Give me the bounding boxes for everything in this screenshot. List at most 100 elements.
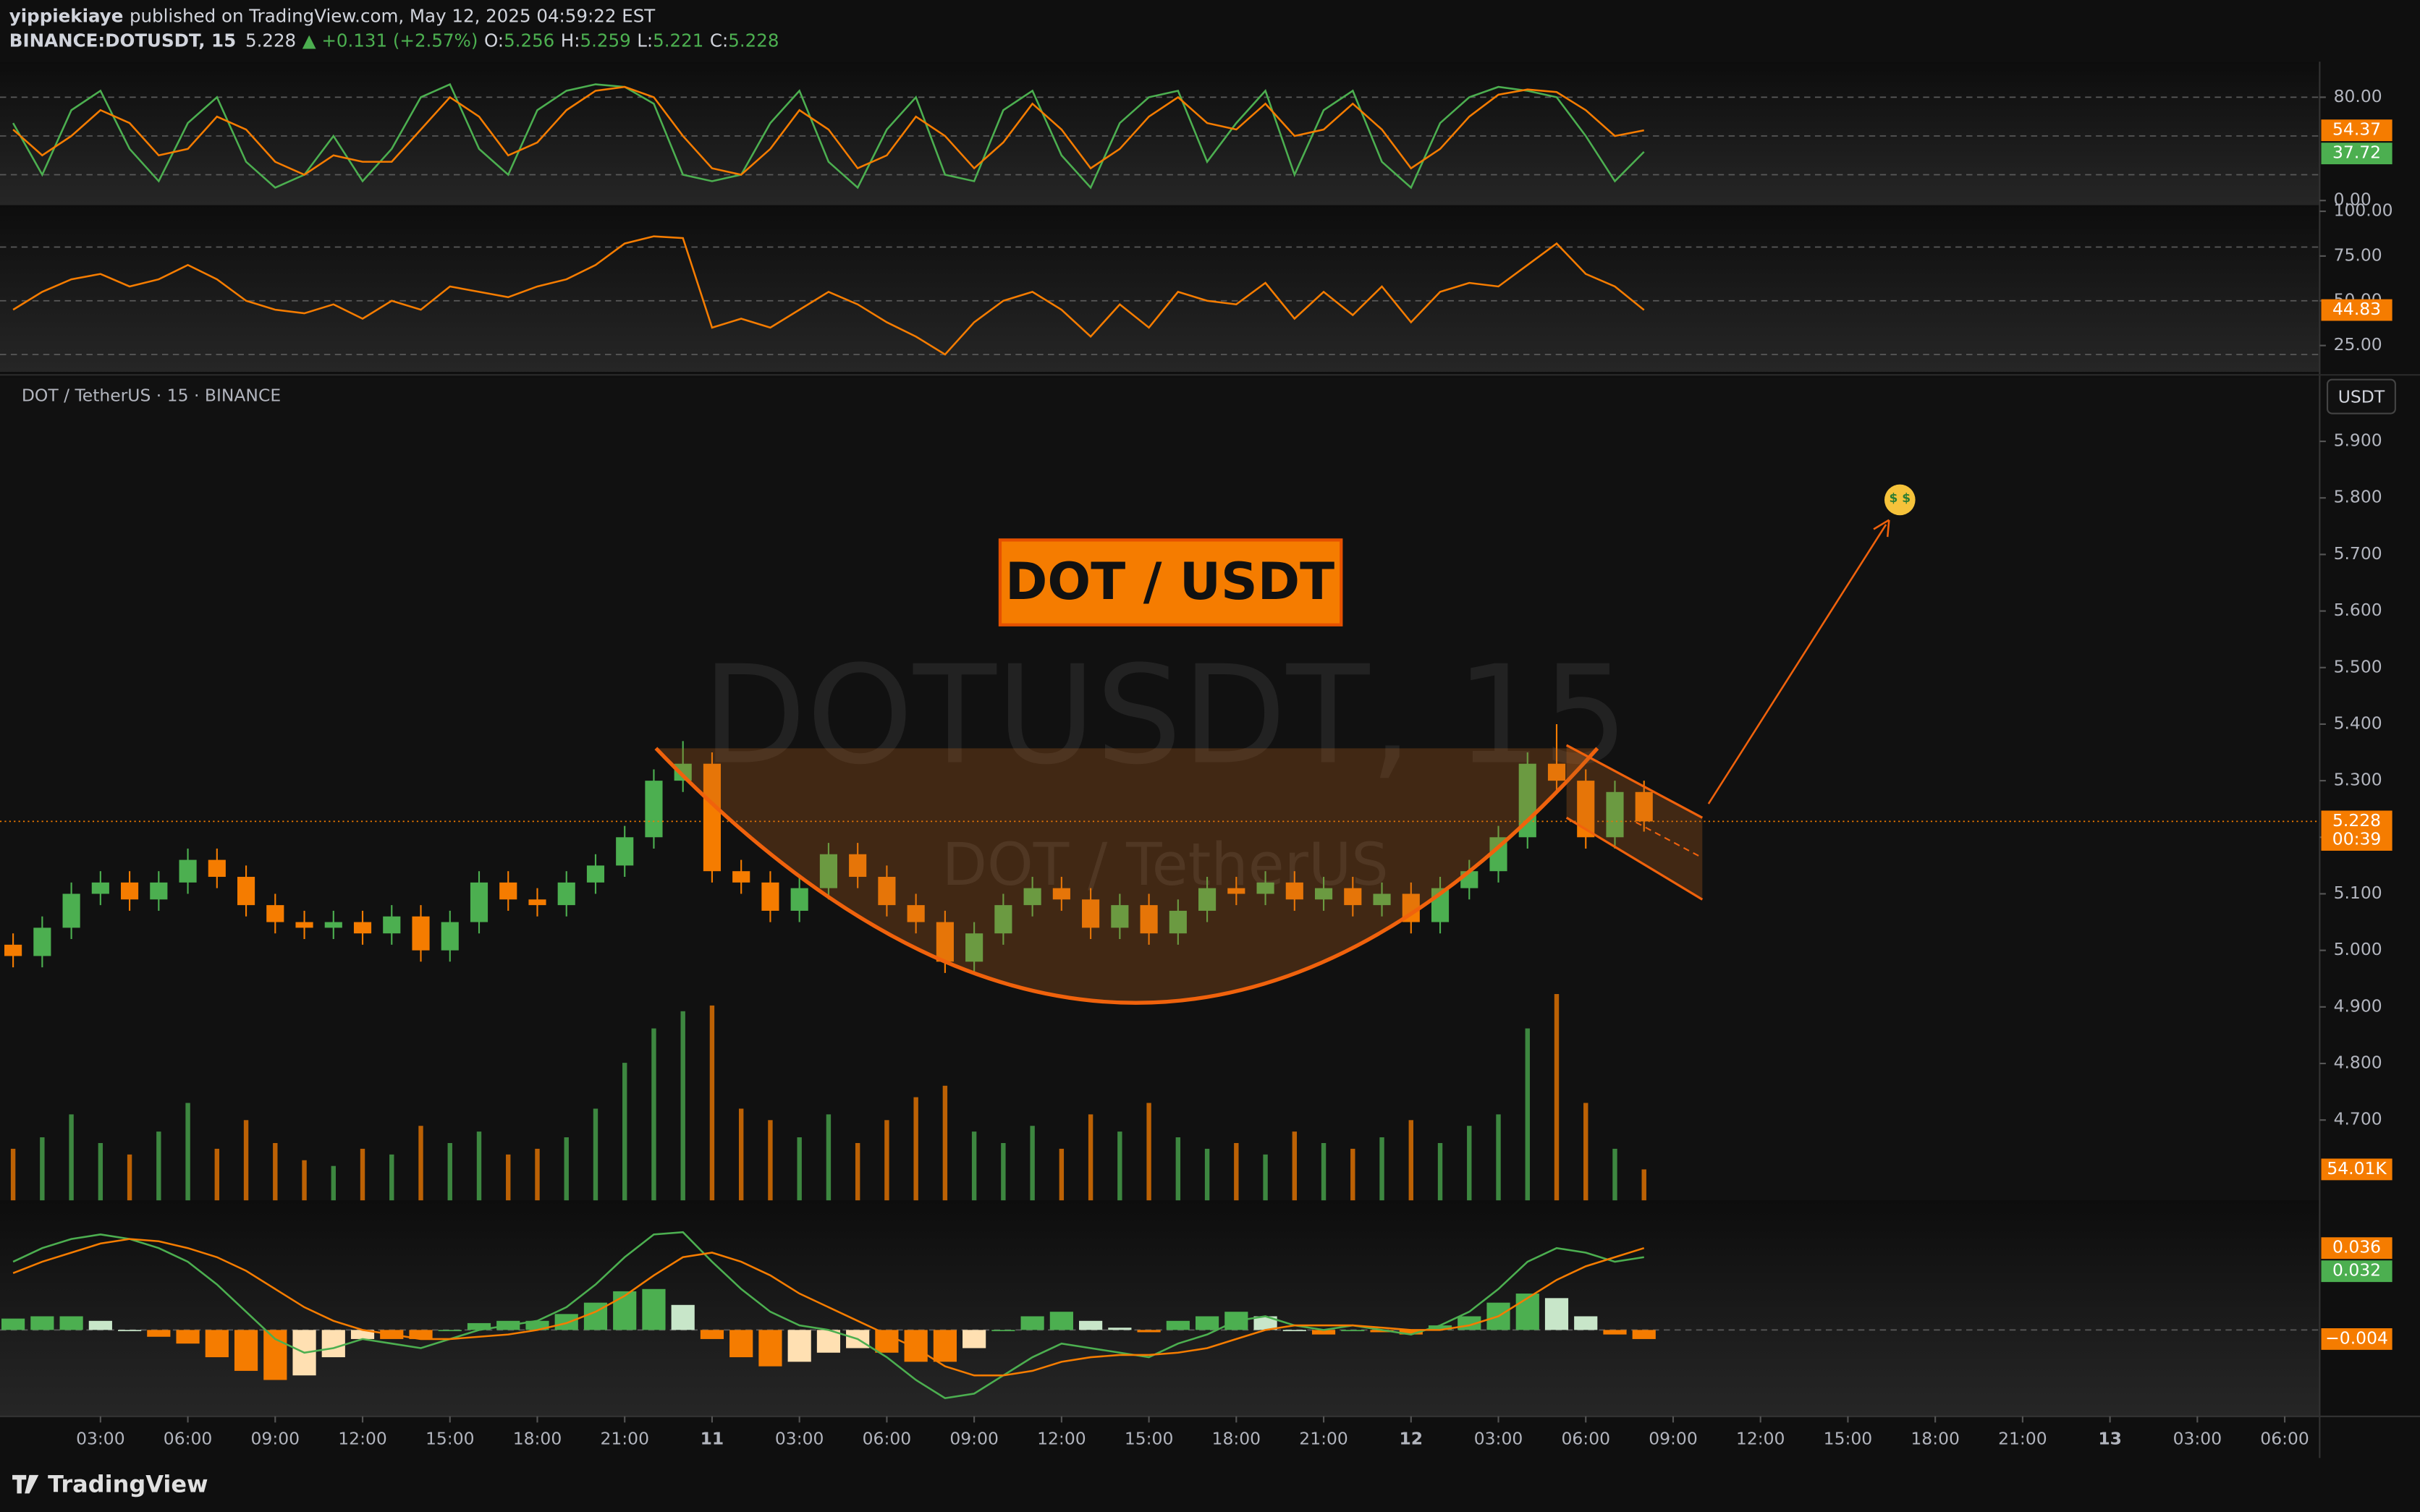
plot-area	[0, 82, 2320, 1399]
histogram-bar	[816, 1330, 841, 1353]
volume-bar	[1496, 1114, 1501, 1201]
histogram-bar	[321, 1330, 345, 1358]
ohlc-value: 5.228	[728, 30, 779, 51]
x-tick-label: 15:00	[1125, 1428, 1174, 1448]
histogram-bar	[1370, 1330, 1394, 1333]
unit-box	[2326, 378, 2396, 415]
candle-body	[965, 933, 983, 962]
publisher-line: yippiekiaye published on TradingView.com,…	[9, 5, 656, 26]
volume-bar	[1379, 1137, 1384, 1201]
x-tick-label: 06:00	[164, 1428, 213, 1448]
candle-body	[353, 922, 372, 934]
candle-body	[1373, 893, 1391, 906]
candle-body	[790, 888, 808, 911]
series-legend: DOT / TetherUS · 15 · BINANCE	[22, 386, 281, 406]
histogram-bar	[1020, 1316, 1044, 1330]
y-tick-label: 5.000	[2334, 939, 2382, 959]
published: published on TradingView.com, May 12, 20…	[130, 5, 656, 26]
ohlc-value: 5.221	[653, 30, 703, 51]
brand-logo	[12, 1474, 39, 1494]
x-tick-label: 06:00	[2260, 1428, 2309, 1448]
candle-body	[441, 922, 459, 951]
candle-body	[266, 905, 284, 922]
volume-tag	[2321, 1158, 2392, 1181]
y-tick-label: 5.800	[2334, 487, 2382, 507]
annotation-text: DOT / USDT	[1005, 552, 1334, 611]
candle-body	[1256, 882, 1274, 894]
histogram-bar	[263, 1330, 287, 1380]
volume-bar	[593, 1108, 598, 1201]
annotation-box	[998, 538, 1343, 627]
x-tick-label: 11	[701, 1428, 724, 1448]
candle-body	[1198, 888, 1217, 911]
histogram-bar	[554, 1314, 578, 1330]
symbol-line: BINANCE:DOTUSDT, 15 5.228 ▲ +0.131 (+2.57%…	[9, 30, 779, 51]
histogram-bar	[1253, 1316, 1277, 1330]
ohlc-value: 5.259	[580, 30, 631, 51]
candle-body	[1606, 791, 1624, 838]
x-tick-label: 21:00	[1299, 1428, 1348, 1448]
volume-bar	[1554, 994, 1560, 1201]
volume-bar	[331, 1165, 336, 1201]
x-tick-label: 15:00	[426, 1428, 475, 1448]
x-tick-label: 15:00	[1824, 1428, 1873, 1448]
histogram-bar	[613, 1291, 637, 1330]
volume-bar	[1350, 1148, 1355, 1201]
channel-top	[1565, 744, 1704, 819]
volume-bar	[69, 1114, 74, 1201]
candle-body	[878, 877, 896, 906]
volume-bar	[185, 1103, 190, 1201]
volume-bar	[1583, 1103, 1588, 1201]
candle-body	[586, 865, 605, 883]
y-tick-label: 5.500	[2334, 656, 2382, 676]
histogram-bar	[467, 1322, 491, 1330]
histogram-bar	[234, 1330, 258, 1371]
candle-body	[1577, 781, 1595, 838]
candle-body	[470, 882, 488, 922]
y-tick-label: 4.700	[2334, 1109, 2382, 1129]
value-tag	[2321, 1237, 2392, 1260]
histogram-bar	[1544, 1298, 1569, 1330]
volume-bar	[1612, 1148, 1617, 1201]
volume-bar	[1001, 1142, 1006, 1201]
histogram-bar	[962, 1330, 986, 1349]
y-tick-label: 5.100	[2334, 883, 2382, 903]
candle-body	[1635, 791, 1653, 822]
volume-bar	[942, 1085, 948, 1201]
volume-bar	[1088, 1114, 1093, 1201]
value-tag	[2321, 299, 2392, 321]
histogram-bar	[1515, 1294, 1539, 1330]
histogram-bar	[1428, 1325, 1452, 1330]
volume-bar	[651, 1028, 656, 1201]
volume-bar	[971, 1131, 977, 1201]
y-tick-label: 0.00	[2334, 190, 2372, 210]
x-tick-label: 13	[2098, 1428, 2122, 1448]
value-tag	[2321, 1260, 2392, 1283]
histogram-bar	[642, 1288, 666, 1330]
channel-fill	[1566, 745, 1703, 900]
y-tick-label: 5.900	[2334, 430, 2382, 451]
volume-bar	[1408, 1120, 1413, 1201]
x-tick-label: 06:00	[863, 1428, 912, 1448]
candle-body	[499, 882, 517, 900]
value-tag	[2321, 119, 2392, 142]
candle-body	[1169, 910, 1187, 934]
volume-bar	[1292, 1131, 1298, 1201]
value-tag-label: −0.004	[2325, 1328, 2388, 1348]
x-tick-label: 03:00	[2173, 1428, 2222, 1448]
cup-curve	[654, 747, 1599, 1005]
histogram-bar	[787, 1330, 811, 1362]
candle-body	[557, 882, 575, 906]
volume-bar	[1234, 1142, 1239, 1201]
x-tick-label: 09:00	[251, 1428, 300, 1448]
value-tag	[2321, 810, 2392, 851]
x-tick-label: 18:00	[1212, 1428, 1261, 1448]
x-tick-label: 03:00	[775, 1428, 824, 1448]
histogram-bar	[671, 1304, 695, 1330]
last-price: 5.228	[245, 30, 296, 51]
candle-body	[1227, 888, 1245, 894]
candle-body	[732, 871, 750, 883]
candle-body	[849, 854, 867, 878]
volume-bar	[564, 1137, 569, 1201]
